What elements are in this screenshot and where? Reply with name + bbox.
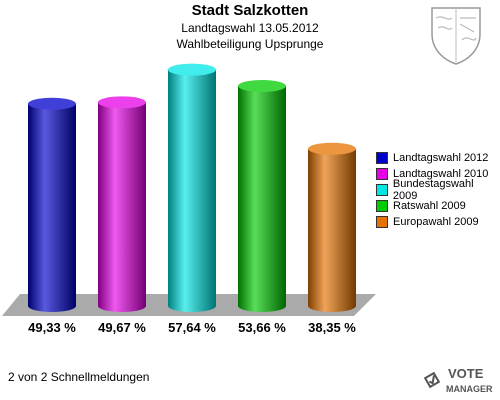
- legend-label: Landtagswahl 2010: [393, 168, 489, 180]
- chart-title: Stadt Salzkotten: [191, 2, 309, 19]
- legend-label: Landtagswahl 2012: [393, 152, 489, 164]
- legend-swatch: [376, 216, 388, 228]
- legend-item-3: Bundestagswahl 2009: [376, 178, 500, 202]
- bar-2: [98, 96, 146, 312]
- legend-swatch: [376, 200, 388, 212]
- bar-5: [308, 142, 356, 312]
- legend-swatch: [376, 152, 388, 164]
- value-label-1: 49,33 %: [28, 320, 76, 335]
- value-label-3: 57,64 %: [168, 320, 216, 335]
- legend-swatch: [376, 184, 388, 196]
- legend-swatch: [376, 168, 388, 180]
- logo-text-manager: MANAGER: [446, 384, 493, 394]
- legend-item-5: Europawahl 2009: [376, 214, 500, 230]
- chart-legend: Landtagswahl 2012 Landtagswahl 2010 Bundes…: [376, 150, 500, 230]
- value-label-5: 38,35 %: [308, 320, 356, 335]
- legend-item-2: Landtagswahl 2010: [376, 166, 500, 182]
- bar-1: [28, 97, 76, 312]
- coat-of-arms-icon: [431, 7, 481, 65]
- vote-manager-logo: VOTE MANAGER: [423, 366, 493, 394]
- value-label-2: 49,67 %: [98, 320, 146, 335]
- legend-label: Bundestagswahl 2009: [392, 178, 474, 202]
- chart-subtitle-topic: Wahlbeteiligung Upsprunge: [176, 37, 324, 51]
- chart-subtitle-date: Landtagswahl 13.05.2012: [181, 21, 319, 35]
- bar-3: [168, 63, 216, 313]
- footer-text: 2 von 2 Schnellmeldungen: [8, 370, 150, 384]
- value-label-4: 53,66 %: [238, 320, 286, 335]
- legend-item-4: Ratswahl 2009: [376, 198, 500, 214]
- legend-item-1: Landtagswahl 2012: [376, 150, 500, 166]
- bar-4: [238, 79, 286, 312]
- legend-label: Europawahl 2009: [393, 216, 479, 228]
- logo-text-vote: VOTE: [448, 366, 484, 381]
- legend-label: Ratswahl 2009: [393, 200, 466, 212]
